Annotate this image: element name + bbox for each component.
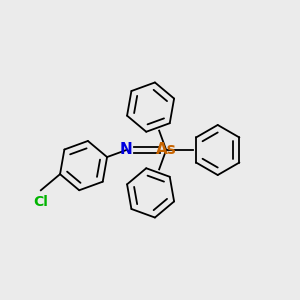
Text: Cl: Cl (33, 195, 48, 209)
Text: N: N (120, 142, 133, 158)
Text: As: As (156, 142, 177, 158)
